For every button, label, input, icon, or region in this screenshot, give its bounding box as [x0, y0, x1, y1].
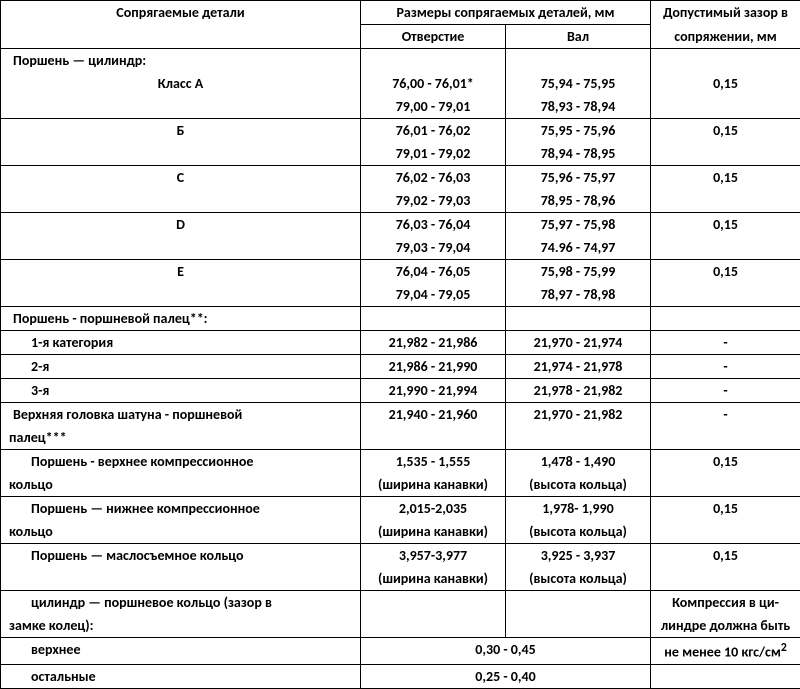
class-a-s1: 75,94 - 75,95 [506, 72, 651, 95]
hdr-hole: Отверстие [361, 25, 506, 49]
class-d-h2: 79,03 - 79,04 [361, 236, 506, 260]
ring-gap-top-lbl: верхнее [1, 638, 361, 665]
class-c-gap: 0,15 [651, 166, 800, 190]
class-e-s2: 78,97 - 78,98 [506, 283, 651, 307]
class-a-s2: 78,93 - 78,94 [506, 95, 651, 119]
class-c-s2: 78,95 - 78,96 [506, 189, 651, 213]
ring-top-h1: 1,535 - 1,555 [361, 450, 506, 474]
class-e-h2: 79,04 - 79,05 [361, 283, 506, 307]
cat1-g: - [651, 331, 800, 355]
class-c-s1: 75,96 - 75,97 [506, 166, 651, 190]
ring-gap-note2: линдре должна быть [651, 614, 800, 638]
ring-top-s1: 1,478 - 1,490 [506, 450, 651, 474]
hdr-sizes: Размеры сопрягаемых деталей, мм [361, 1, 651, 25]
class-e-label: Е [1, 260, 361, 284]
hdr-shaft: Вал [506, 25, 651, 49]
class-a-h1: 76,00 - 76,01* [361, 72, 506, 95]
class-e-s1: 75,98 - 75,99 [506, 260, 651, 284]
ring-low-l2: кольцо [1, 520, 361, 544]
class-d-h1: 76,03 - 76,04 [361, 213, 506, 237]
ring-low-l1: Поршень — нижнее компрессионное [1, 497, 361, 521]
class-b-h2: 79,01 - 79,02 [361, 142, 506, 166]
ring-low-s1: 1,978- 1,990 [506, 497, 651, 521]
class-a-h2: 79,00 - 79,01 [361, 95, 506, 119]
class-b-s2: 78,94 - 78,95 [506, 142, 651, 166]
ring-low-h2: (ширина канавки) [361, 520, 506, 544]
section-piston-pin: Поршень - поршневой палец**: [1, 307, 361, 331]
ring-gap-l1: цилиндр — поршневое кольцо (зазор в [1, 591, 361, 615]
class-b-label: Б [1, 119, 361, 143]
cat1-s: 21,970 - 21,974 [506, 331, 651, 355]
class-d-gap: 0,15 [651, 213, 800, 237]
ring-gap-top-val: 0,30 - 0,45 [361, 638, 651, 665]
class-b-h1: 76,01 - 76,02 [361, 119, 506, 143]
rod-pin-g: - [651, 403, 800, 427]
ring-low-s2: (высота кольца) [506, 520, 651, 544]
ring-gap-l2: замке колец): [1, 614, 361, 638]
ring-oil-s2: (высота кольца) [506, 567, 651, 591]
rod-pin-l1: Верхняя головка шатуна - поршневой [1, 403, 361, 427]
class-b-gap: 0,15 [651, 119, 800, 143]
cat2-label: 2-я [1, 355, 361, 379]
ring-oil-h2: (ширина канавки) [361, 567, 506, 591]
class-e-h1: 76,04 - 76,05 [361, 260, 506, 284]
hdr-gap1: Допустимый зазор в [651, 1, 800, 25]
ring-oil-l1: Поршень — маслосъемное кольцо [1, 544, 361, 568]
cat3-label: 3-я [1, 379, 361, 403]
class-c-h2: 79,02 - 79,03 [361, 189, 506, 213]
ring-gap-rest-val: 0,25 - 0,40 [361, 664, 651, 688]
ring-top-h2: (ширина канавки) [361, 473, 506, 497]
ring-oil-h1: 3,957-3,977 [361, 544, 506, 568]
rod-pin-s: 21,970 - 21,982 [506, 403, 651, 427]
class-d-s1: 75,97 - 75,98 [506, 213, 651, 237]
class-b-s1: 75,95 - 75,96 [506, 119, 651, 143]
rod-pin-l2: палец*** [1, 426, 361, 450]
hdr-desc: Сопрягаемые детали [1, 1, 361, 25]
class-d-s2: 74.96 - 74,97 [506, 236, 651, 260]
cat2-g: - [651, 355, 800, 379]
hdr-gap2: сопряжении, мм [651, 25, 800, 49]
ring-low-h1: 2,015-2,035 [361, 497, 506, 521]
cat2-s: 21,974 - 21,978 [506, 355, 651, 379]
class-d-label: D [1, 213, 361, 237]
note3a: не менее 10 кгс/см [664, 644, 781, 661]
class-a-label: Класс А [1, 72, 361, 95]
ring-top-s2: (высота кольца) [506, 473, 651, 497]
rod-pin-h: 21,940 - 21,960 [361, 403, 506, 427]
ring-oil-s1: 3,925 - 3,937 [506, 544, 651, 568]
section-piston-cyl: Поршень — цилиндр: [1, 49, 361, 73]
ring-top-l2: кольцо [1, 473, 361, 497]
ring-top-l1: Поршень - верхнее компрессионное [1, 450, 361, 474]
cat1-label: 1-я категория [1, 331, 361, 355]
class-e-gap: 0,15 [651, 260, 800, 284]
ring-gap-note1: Компрессия в ци- [651, 591, 800, 615]
spec-table: Сопрягаемые детали Размеры сопрягаемых д… [0, 0, 800, 689]
cat2-h: 21,986 - 21,990 [361, 355, 506, 379]
cat1-h: 21,982 - 21,986 [361, 331, 506, 355]
ring-gap-note3: не менее 10 кгс/см2 [651, 638, 800, 665]
ring-gap-rest-lbl: остальные [1, 664, 361, 688]
class-a-gap: 0,15 [651, 72, 800, 95]
cat3-h: 21,990 - 21,994 [361, 379, 506, 403]
class-c-label: С [1, 166, 361, 190]
cat3-g: - [651, 379, 800, 403]
ring-oil-g: 0,15 [651, 544, 800, 568]
cat3-s: 21,978 - 21,982 [506, 379, 651, 403]
note3b: 2 [781, 641, 787, 655]
class-c-h1: 76,02 - 76,03 [361, 166, 506, 190]
ring-low-g: 0,15 [651, 497, 800, 521]
ring-top-g: 0,15 [651, 450, 800, 474]
